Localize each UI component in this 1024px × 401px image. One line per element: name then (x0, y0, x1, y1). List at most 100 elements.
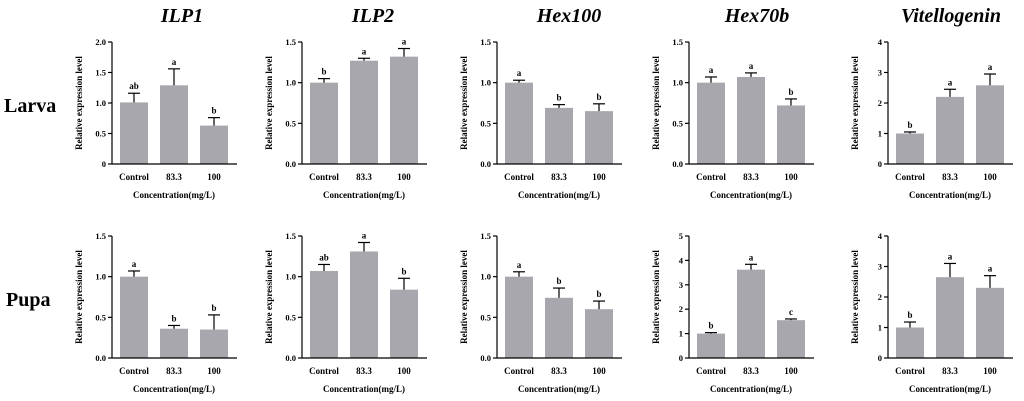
y-tick-label-hex100-pupa-1: 0.5 (480, 312, 491, 322)
gene-title-ilp2: ILP2 (351, 5, 394, 27)
category-label-vitellogenin-larva-1: 83.3 (942, 172, 958, 182)
y-axis-title-vitellogenin-larva: Relative expression level (850, 56, 860, 150)
category-label-hex100-larva-0: Control (504, 172, 534, 182)
y-axis-title-hex70b-pupa: Relative expression level (651, 250, 661, 344)
significance-label-hex70b-pupa-2: c (789, 307, 793, 317)
significance-label-ilp2-pupa-0: ab (319, 252, 329, 262)
y-tick-label-hex70b-larva-0: 0.0 (672, 159, 683, 169)
y-tick-label-hex100-pupa-3: 1.5 (480, 231, 491, 241)
y-tick-label-hex70b-larva-3: 1.5 (672, 37, 683, 47)
category-label-vitellogenin-larva-2: 100 (983, 172, 997, 182)
y-tick-label-hex100-larva-2: 1.0 (480, 78, 491, 88)
category-label-hex100-pupa-0: Control (504, 366, 534, 376)
chart-hex100-pupa: a Control b 83.3 b 100 0.0 0.5 1.0 1.5 Relative ex… (459, 231, 622, 394)
gene-title-vitellogenin: Vitellogenin (901, 5, 1001, 27)
bar-ilp1-pupa-0 (120, 276, 148, 358)
bar-vitellogenin-larva-0 (896, 133, 924, 164)
significance-label-hex100-larva-2: b (596, 92, 601, 102)
bar-vitellogenin-pupa-0 (896, 327, 924, 358)
y-tick-label-vitellogenin-larva-1: 1 (878, 129, 882, 139)
y-tick-label-ilp2-pupa-2: 1.0 (285, 272, 296, 282)
significance-label-vitellogenin-larva-1: a (948, 77, 953, 87)
y-tick-label-ilp1-pupa-1: 0.5 (95, 312, 106, 322)
bar-ilp1-pupa-1 (160, 328, 188, 358)
y-tick-label-vitellogenin-pupa-2: 2 (878, 292, 882, 302)
bar-ilp2-larva-2 (390, 56, 418, 164)
y-tick-label-hex70b-pupa-4: 4 (679, 255, 684, 265)
significance-label-ilp1-larva-2: b (211, 106, 216, 116)
x-axis-title-ilp1-pupa: Concentration(mg/L) (133, 384, 215, 394)
y-axis-title-hex70b-larva: Relative expression level (651, 56, 661, 150)
y-tick-label-ilp2-pupa-3: 1.5 (285, 231, 296, 241)
category-label-hex100-larva-2: 100 (592, 172, 606, 182)
chart-hex70b-pupa: b Control a 83.3 c 100 0 1 2 3 4 5 Relative expressi… (651, 231, 814, 394)
y-tick-label-ilp2-larva-2: 1.0 (285, 78, 296, 88)
gene-title-hex100: Hex100 (536, 5, 601, 27)
chart-vitellogenin-larva: b Control a 83.3 a 100 0 1 2 3 4 Relative expressio… (850, 37, 1013, 200)
bar-hex100-larva-0 (505, 82, 533, 164)
bar-hex100-larva-1 (545, 107, 573, 164)
x-axis-title-vitellogenin-larva: Concentration(mg/L) (909, 190, 991, 200)
category-label-ilp1-larva-0: Control (119, 172, 149, 182)
chart-ilp1-pupa: a Control b 83.3 b 100 0.0 0.5 1.0 1.5 Relative ex… (74, 231, 237, 394)
x-axis-title-vitellogenin-pupa: Concentration(mg/L) (909, 384, 991, 394)
y-axis-title-ilp1-larva: Relative expression level (74, 56, 84, 150)
significance-label-vitellogenin-pupa-0: b (907, 310, 912, 320)
bar-hex100-larva-2 (585, 111, 613, 164)
y-tick-label-ilp1-larva-0: 0 (102, 159, 106, 169)
bar-ilp2-pupa-0 (310, 270, 338, 358)
significance-label-ilp1-larva-0: ab (129, 81, 139, 91)
y-axis-title-hex100-larva: Relative expression level (459, 56, 469, 150)
category-label-ilp2-larva-2: 100 (397, 172, 411, 182)
y-axis-title-hex100-pupa: Relative expression level (459, 250, 469, 344)
significance-label-ilp2-pupa-2: b (401, 266, 406, 276)
y-tick-label-ilp2-larva-0: 0.0 (285, 159, 296, 169)
category-label-ilp1-pupa-1: 83.3 (166, 366, 182, 376)
y-tick-label-ilp1-pupa-2: 1.0 (95, 272, 106, 282)
bar-hex70b-pupa-2 (777, 320, 805, 358)
y-tick-label-hex70b-pupa-0: 0 (679, 353, 683, 363)
bar-vitellogenin-larva-1 (936, 96, 964, 164)
significance-label-vitellogenin-larva-2: a (988, 62, 993, 72)
significance-label-hex70b-pupa-1: a (749, 252, 754, 262)
y-tick-label-hex70b-pupa-5: 5 (679, 231, 683, 241)
significance-label-hex100-larva-1: b (556, 93, 561, 103)
y-tick-label-hex100-larva-1: 0.5 (480, 118, 491, 128)
bar-hex70b-pupa-0 (697, 333, 725, 358)
y-tick-label-ilp1-pupa-0: 0.0 (95, 353, 106, 363)
significance-label-ilp2-pupa-1: a (362, 231, 367, 241)
significance-label-hex100-larva-0: a (517, 68, 522, 78)
significance-label-vitellogenin-pupa-1: a (948, 251, 953, 261)
category-label-hex70b-pupa-0: Control (696, 366, 726, 376)
chart-panels: abControla83.3b10000.51.01.52.0Relative … (74, 37, 1013, 394)
category-label-hex70b-pupa-2: 100 (784, 366, 798, 376)
significance-label-ilp1-pupa-2: b (211, 303, 216, 313)
bar-ilp2-pupa-2 (390, 289, 418, 358)
bar-vitellogenin-pupa-2 (976, 287, 1004, 358)
category-label-ilp1-larva-1: 83.3 (166, 172, 182, 182)
y-tick-label-hex100-pupa-2: 1.0 (480, 272, 491, 282)
category-label-vitellogenin-pupa-1: 83.3 (942, 366, 958, 376)
bar-hex70b-larva-1 (737, 76, 765, 164)
y-tick-label-hex70b-larva-1: 0.5 (672, 118, 683, 128)
category-label-vitellogenin-pupa-2: 100 (983, 366, 997, 376)
category-label-vitellogenin-larva-0: Control (895, 172, 925, 182)
y-tick-label-hex70b-pupa-3: 3 (679, 280, 683, 290)
significance-label-ilp1-larva-1: a (172, 57, 177, 67)
category-label-ilp2-pupa-1: 83.3 (356, 366, 372, 376)
significance-label-ilp2-larva-0: b (321, 67, 326, 77)
chart-hex100-larva: a Control b 83.3 b 100 0.0 0.5 1.0 1.5 Relative ex… (459, 37, 622, 200)
significance-label-hex100-pupa-0: a (517, 260, 522, 270)
y-tick-label-vitellogenin-larva-0: 0 (878, 159, 882, 169)
y-tick-label-hex100-pupa-0: 0.0 (480, 353, 491, 363)
x-axis-title-hex100-pupa: Concentration(mg/L) (518, 384, 600, 394)
y-tick-label-hex100-larva-0: 0.0 (480, 159, 491, 169)
chart-hex70b-larva: a Control a 83.3 b 100 0.0 0.5 1.0 1.5 Relative ex… (651, 37, 814, 200)
bar-ilp2-pupa-1 (350, 251, 378, 358)
bar-ilp1-larva-2 (200, 125, 228, 164)
significance-label-hex100-pupa-1: b (556, 276, 561, 286)
significance-label-ilp1-pupa-0: a (132, 259, 137, 269)
y-tick-label-vitellogenin-larva-2: 2 (878, 98, 882, 108)
y-tick-label-ilp2-larva-3: 1.5 (285, 37, 296, 47)
